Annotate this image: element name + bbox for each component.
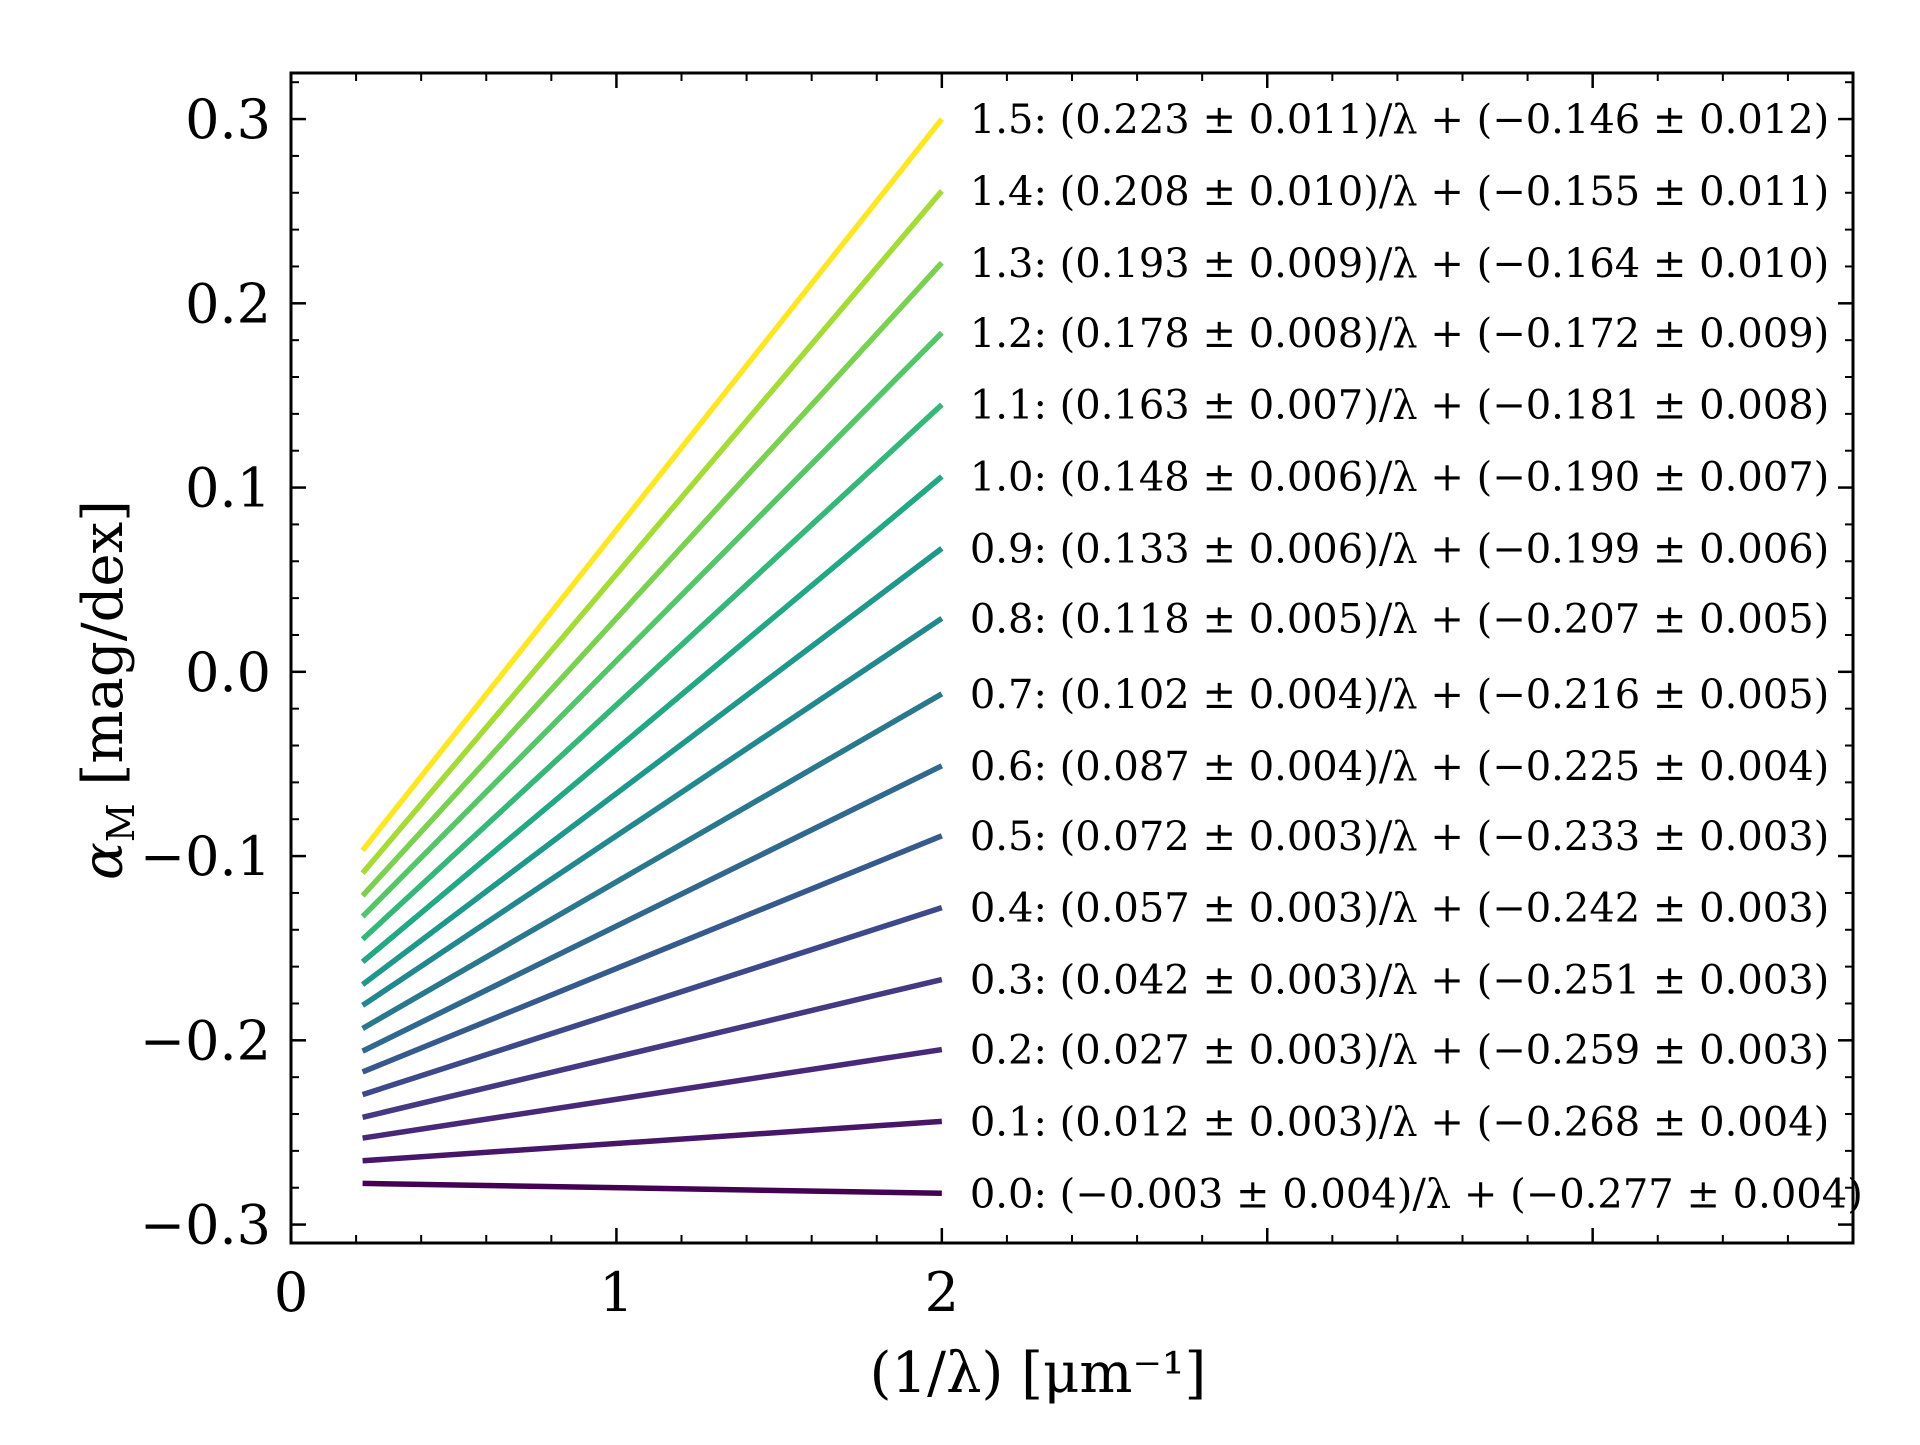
y-axis-subscript: M bbox=[99, 803, 143, 842]
tick-labels: −0.3 −0.2 −0.1 0.0 0.1 0.2 0.3 0 1 2 bbox=[140, 88, 959, 1324]
y-axis-symbol: α bbox=[71, 842, 136, 880]
fit-label-1-1: 1.1: (0.163 ± 0.007)/λ + (−0.181 ± 0.008… bbox=[970, 383, 1829, 429]
fit-label-1-4: 1.4: (0.208 ± 0.010)/λ + (−0.155 ± 0.011… bbox=[970, 169, 1829, 215]
y-tick-label: 0.0 bbox=[185, 641, 271, 704]
fit-label-0-2: 0.2: (0.027 ± 0.003)/λ + (−0.259 ± 0.003… bbox=[970, 1028, 1829, 1074]
y-tick-label: −0.3 bbox=[140, 1194, 271, 1257]
fit-annotations: 0.0: (−0.003 ± 0.004)/λ + (−0.277 ± 0.00… bbox=[970, 97, 1863, 1217]
series-line-1-2 bbox=[360, 330, 944, 919]
y-axis-units: [mag/dex] bbox=[71, 500, 136, 803]
series-lines bbox=[360, 117, 944, 1197]
fit-label-1-0: 1.0: (0.148 ± 0.006)/λ + (−0.190 ± 0.007… bbox=[970, 455, 1829, 501]
series-line-1-0 bbox=[360, 474, 944, 965]
series-line-0-7 bbox=[361, 691, 944, 1031]
y-tick-label: −0.2 bbox=[140, 1009, 271, 1072]
y-tick-label: 0.2 bbox=[185, 272, 271, 335]
series-line-0-8 bbox=[361, 616, 944, 1008]
fit-label-0-0: 0.0: (−0.003 ± 0.004)/λ + (−0.277 ± 0.00… bbox=[970, 1171, 1863, 1217]
x-axis-title: (1/λ) [μm⁻¹] bbox=[870, 1341, 1207, 1406]
fit-label-0-3: 0.3: (0.042 ± 0.003)/λ + (−0.251 ± 0.003… bbox=[970, 958, 1829, 1004]
fit-label-0-5: 0.5: (0.072 ± 0.003)/λ + (−0.233 ± 0.003… bbox=[970, 814, 1829, 860]
series-line-1-4 bbox=[360, 189, 944, 875]
x-tick-label: 0 bbox=[274, 1261, 308, 1324]
series-line-0-0 bbox=[362, 1180, 942, 1197]
fit-label-1-2: 1.2: (0.178 ± 0.008)/λ + (−0.172 ± 0.009… bbox=[970, 311, 1829, 357]
series-line-0-5 bbox=[361, 833, 943, 1075]
fit-label-0-9: 0.9: (0.133 ± 0.006)/λ + (−0.199 ± 0.006… bbox=[970, 526, 1829, 572]
fit-label-0-8: 0.8: (0.118 ± 0.005)/λ + (−0.207 ± 0.005… bbox=[970, 596, 1829, 642]
y-tick-label: 0.3 bbox=[185, 88, 271, 151]
fit-label-0-4: 0.4: (0.057 ± 0.003)/λ + (−0.242 ± 0.003… bbox=[970, 886, 1829, 932]
fit-label-0-6: 0.6: (0.087 ± 0.004)/λ + (−0.225 ± 0.004… bbox=[970, 744, 1829, 790]
series-line-1-5 bbox=[360, 117, 944, 853]
fit-label-1-3: 1.3: (0.193 ± 0.009)/λ + (−0.164 ± 0.010… bbox=[970, 241, 1829, 287]
series-line-0-3 bbox=[361, 976, 943, 1120]
fit-label-0-7: 0.7: (0.102 ± 0.004)/λ + (−0.216 ± 0.005… bbox=[970, 672, 1829, 718]
series-line-0-9 bbox=[360, 546, 944, 987]
y-tick-label: 0.1 bbox=[185, 457, 271, 520]
series-line-0-6 bbox=[361, 763, 944, 1054]
series-line-0-2 bbox=[362, 1046, 943, 1141]
y-tick-label: −0.1 bbox=[140, 825, 271, 888]
x-tick-label: 1 bbox=[599, 1261, 633, 1324]
x-tick-label: 2 bbox=[925, 1261, 959, 1324]
fit-label-0-1: 0.1: (0.012 ± 0.003)/λ + (−0.268 ± 0.004… bbox=[970, 1099, 1829, 1145]
fit-label-1-5: 1.5: (0.223 ± 0.011)/λ + (−0.146 ± 0.012… bbox=[970, 97, 1829, 143]
series-line-1-1 bbox=[360, 402, 944, 942]
plot-frame bbox=[289, 71, 1855, 1245]
series-line-1-3 bbox=[360, 260, 944, 898]
series-line-0-1 bbox=[362, 1118, 943, 1164]
y-axis-title: αM [mag/dex] bbox=[71, 500, 143, 880]
series-line-0-4 bbox=[361, 905, 943, 1098]
